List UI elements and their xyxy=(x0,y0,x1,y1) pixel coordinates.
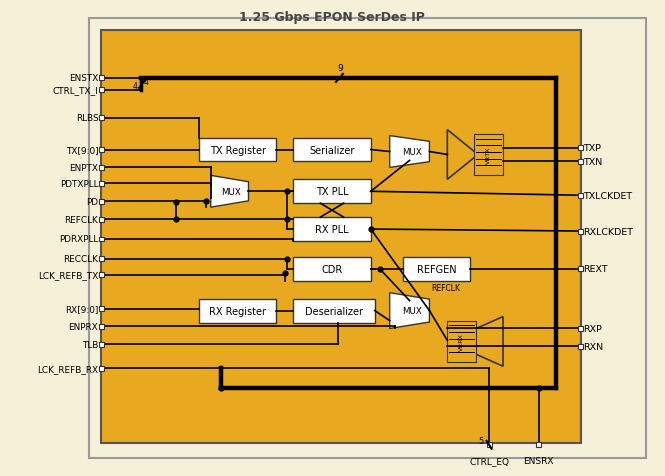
Bar xyxy=(99,324,104,329)
Bar xyxy=(99,116,104,121)
Text: CTRL_TX_I: CTRL_TX_I xyxy=(53,86,98,95)
Bar xyxy=(99,76,104,81)
Bar xyxy=(448,321,476,363)
Text: TXLCKDET: TXLCKDET xyxy=(583,191,632,200)
Text: Serializer: Serializer xyxy=(309,145,354,155)
Bar xyxy=(402,258,470,281)
Bar xyxy=(99,181,104,187)
Text: CDR: CDR xyxy=(321,264,342,274)
Text: TXP: TXP xyxy=(583,144,602,153)
Bar xyxy=(99,237,104,242)
Text: PDRXPLL: PDRXPLL xyxy=(59,235,98,244)
Text: ENPTX: ENPTX xyxy=(69,164,98,172)
Text: TX[9:0]: TX[9:0] xyxy=(66,146,98,155)
Polygon shape xyxy=(448,130,478,180)
Text: RXLCKDET: RXLCKDET xyxy=(583,227,634,236)
Bar xyxy=(99,257,104,262)
Bar xyxy=(578,159,583,165)
Bar xyxy=(99,342,104,347)
Bar xyxy=(99,199,104,204)
Text: RX PLL: RX PLL xyxy=(315,225,349,235)
Text: TX PLL: TX PLL xyxy=(316,187,348,197)
Bar xyxy=(99,273,104,278)
Text: ENSRX: ENSRX xyxy=(523,456,554,465)
Bar xyxy=(536,442,541,447)
Bar xyxy=(293,218,371,241)
Text: VttTX: VttTX xyxy=(486,147,491,164)
Bar xyxy=(199,139,277,162)
Bar xyxy=(89,19,646,458)
Bar xyxy=(578,229,583,234)
Polygon shape xyxy=(390,293,430,329)
Text: LCK_REFB_TX: LCK_REFB_TX xyxy=(38,271,98,280)
Bar xyxy=(474,134,503,176)
Text: RX[9:0]: RX[9:0] xyxy=(65,305,98,313)
Bar xyxy=(578,326,583,331)
Text: RLBS: RLBS xyxy=(76,114,98,123)
Text: PDTXPLL: PDTXPLL xyxy=(60,179,98,188)
Bar xyxy=(578,146,583,151)
Text: REFCLK: REFCLK xyxy=(432,284,460,293)
Text: MUX: MUX xyxy=(402,148,422,157)
Polygon shape xyxy=(448,317,503,367)
Text: 4: 4 xyxy=(132,82,137,91)
Text: 9: 9 xyxy=(337,64,343,73)
Bar xyxy=(293,139,371,162)
Bar xyxy=(578,193,583,198)
Text: PD: PD xyxy=(86,197,98,206)
Bar xyxy=(101,31,581,443)
Bar xyxy=(487,442,491,447)
Text: RXN: RXN xyxy=(583,342,604,351)
Bar xyxy=(99,148,104,153)
Text: CTRL_EQ: CTRL_EQ xyxy=(469,456,509,465)
Text: REXT: REXT xyxy=(583,265,608,274)
Bar xyxy=(99,307,104,311)
Text: 5: 5 xyxy=(479,436,484,446)
Text: MUX: MUX xyxy=(221,188,241,197)
Text: REFGEN: REFGEN xyxy=(416,264,456,274)
Polygon shape xyxy=(211,176,249,208)
Text: LCK_REFB_RX: LCK_REFB_RX xyxy=(37,364,98,373)
Bar xyxy=(293,299,375,323)
Text: TX Register: TX Register xyxy=(209,145,265,155)
Text: RX Register: RX Register xyxy=(209,306,266,316)
Bar xyxy=(99,217,104,222)
Bar xyxy=(293,258,371,281)
Bar xyxy=(578,344,583,349)
Text: Deserializer: Deserializer xyxy=(305,306,363,316)
Text: ENPRX: ENPRX xyxy=(68,322,98,331)
Bar xyxy=(293,180,371,204)
Polygon shape xyxy=(390,136,430,168)
Bar xyxy=(199,299,277,323)
Bar xyxy=(99,166,104,170)
Text: RXP: RXP xyxy=(583,324,602,333)
Text: MUX: MUX xyxy=(402,307,422,316)
Text: TLB: TLB xyxy=(82,340,98,349)
Text: RECCLK: RECCLK xyxy=(63,255,98,264)
Bar xyxy=(578,267,583,272)
Text: REFCLK: REFCLK xyxy=(65,215,98,224)
Bar xyxy=(99,88,104,93)
Text: ENSTX: ENSTX xyxy=(69,74,98,83)
Text: 4: 4 xyxy=(144,78,149,87)
Bar xyxy=(99,366,104,371)
Text: TXN: TXN xyxy=(583,158,602,167)
Text: 1.25 Gbps EPON SerDes IP: 1.25 Gbps EPON SerDes IP xyxy=(239,11,425,24)
Text: VttRX: VttRX xyxy=(460,333,464,350)
